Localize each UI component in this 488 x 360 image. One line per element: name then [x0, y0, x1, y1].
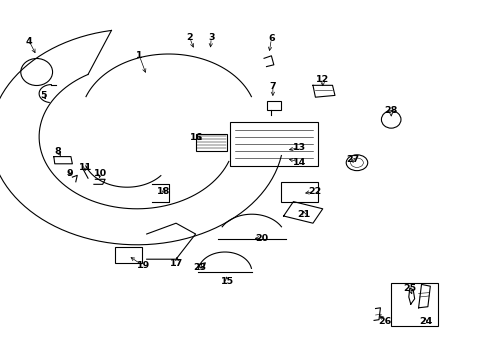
Text: 23: 23: [193, 263, 205, 272]
Text: 25: 25: [403, 284, 415, 293]
Bar: [390, 283, 437, 326]
Text: 7: 7: [269, 82, 276, 91]
Text: 17: 17: [170, 259, 183, 268]
Text: 3: 3: [207, 33, 214, 42]
Text: 2: 2: [186, 33, 193, 42]
Text: 11: 11: [78, 163, 92, 172]
Text: 26: 26: [378, 317, 391, 325]
Text: 10: 10: [94, 169, 106, 178]
Bar: [266, 101, 281, 110]
Text: 5: 5: [40, 91, 46, 100]
Text: 20: 20: [255, 234, 267, 243]
Text: 21: 21: [297, 210, 310, 219]
Text: 15: 15: [221, 277, 233, 286]
Text: 6: 6: [267, 35, 274, 44]
Text: 4: 4: [26, 37, 33, 46]
Bar: [281, 182, 317, 202]
Text: 1: 1: [136, 51, 142, 60]
Text: 19: 19: [136, 261, 150, 270]
Text: 8: 8: [54, 147, 61, 156]
Text: 16: 16: [189, 133, 203, 142]
Text: 14: 14: [292, 158, 305, 166]
Bar: [195, 134, 227, 151]
Bar: [115, 247, 142, 263]
Text: 18: 18: [157, 187, 170, 196]
Text: 28: 28: [384, 107, 397, 116]
Text: 9: 9: [66, 169, 73, 178]
Text: 22: 22: [307, 187, 321, 196]
Text: 24: 24: [418, 317, 431, 325]
Text: 12: 12: [315, 76, 329, 85]
Text: 13: 13: [292, 143, 305, 152]
Text: 27: 27: [346, 155, 359, 163]
